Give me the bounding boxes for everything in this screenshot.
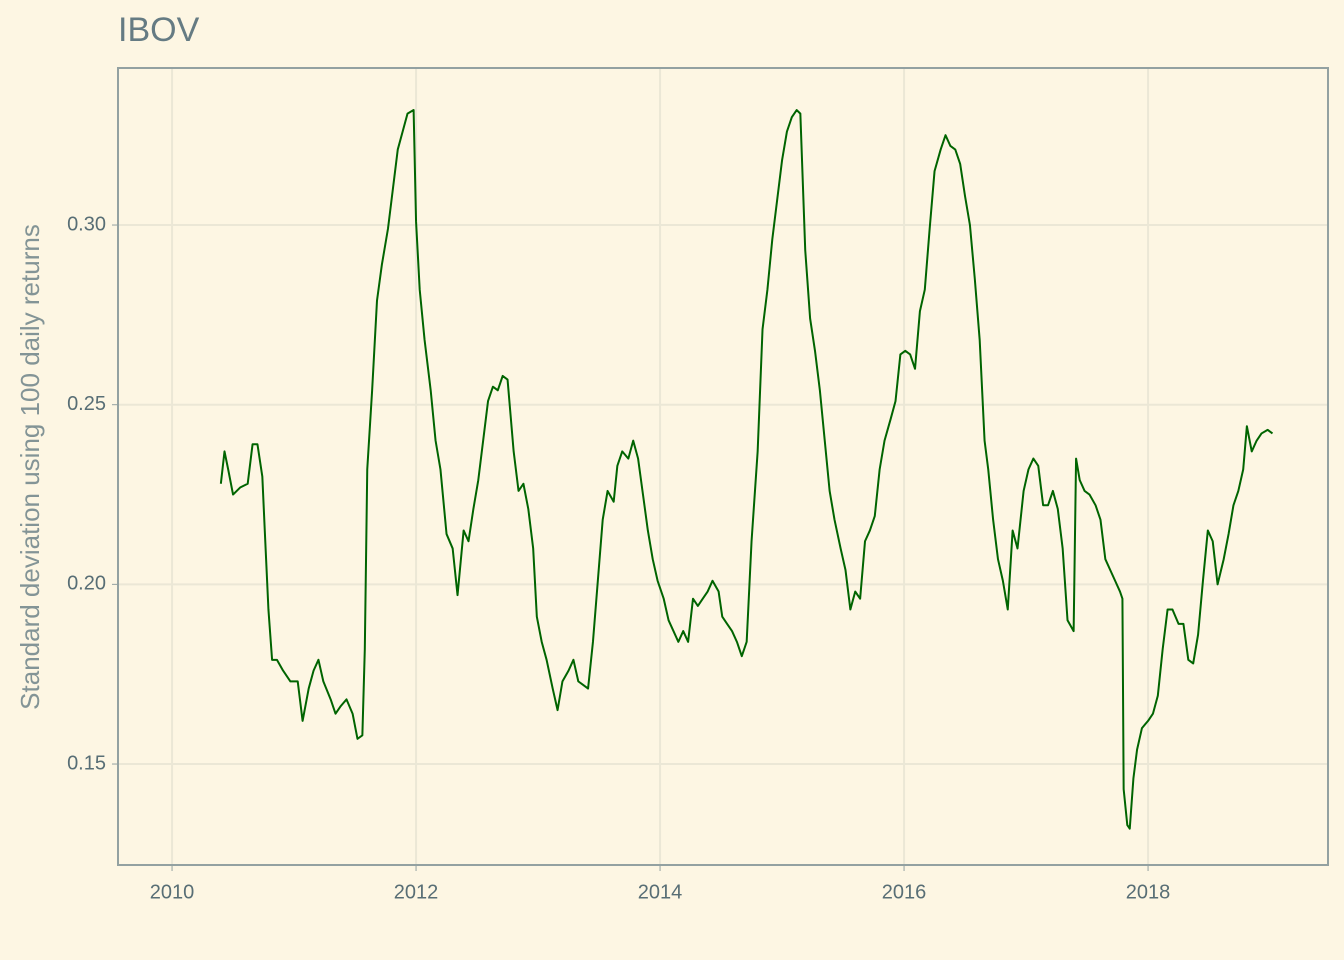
plot-border — [117, 67, 1329, 866]
x-tick-label: 2010 — [150, 881, 195, 903]
x-tick-label: 2018 — [1126, 881, 1171, 903]
y-tick-label: 0.20 — [67, 573, 106, 595]
y-tick-label: 0.15 — [67, 752, 106, 774]
x-tick-label: 2014 — [638, 881, 683, 903]
data-line — [219, 109, 1274, 830]
y-tick-label: 0.25 — [67, 393, 106, 415]
x-tick-label: 2016 — [882, 881, 927, 903]
chart-title: IBOV — [118, 11, 200, 49]
y-tick-label: 0.30 — [67, 213, 106, 235]
y-axis-label: Standard deviation using 100 daily retur… — [15, 224, 45, 710]
x-tick-label: 2012 — [394, 881, 439, 903]
